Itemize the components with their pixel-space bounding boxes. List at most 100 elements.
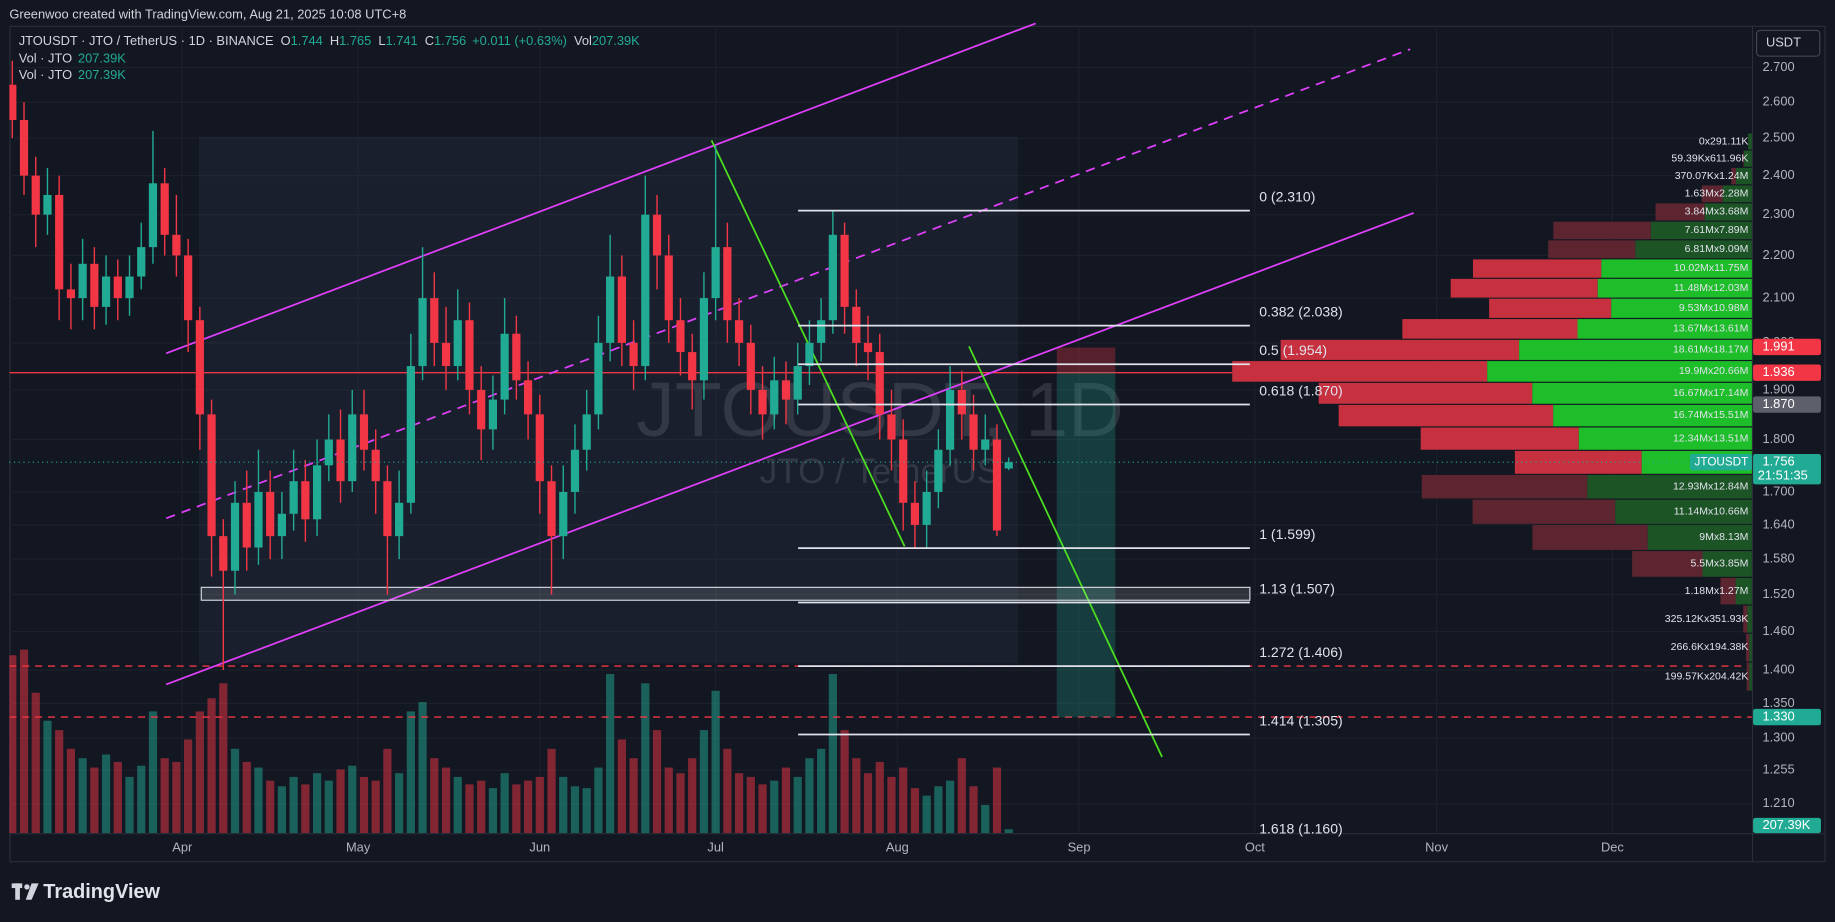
volume-bar: [207, 698, 216, 834]
candle-body: [887, 414, 896, 440]
profile-label: 7.61Mx7.89M: [1685, 224, 1749, 236]
volume-bar: [500, 773, 509, 834]
volume-bar: [90, 767, 99, 834]
candle-body: [43, 194, 52, 215]
volume-bar: [465, 784, 474, 834]
volume-bar: [863, 773, 873, 834]
candle-body: [277, 513, 287, 537]
indicator-name: Vol · JTO: [19, 67, 72, 82]
profile-label: 266.6Kx194.38K: [1671, 641, 1749, 653]
fib-levels: 0 (2.310) 0.382 (2.038) 0.5 (1.954) 0.618 (…: [798, 189, 1343, 836]
ohlc-key: O: [281, 34, 291, 49]
volume-key: Vol: [574, 34, 592, 49]
profile-sell: [1553, 221, 1651, 240]
candle-body: [101, 276, 111, 307]
candle-body: [160, 183, 169, 235]
candle-body: [488, 399, 498, 430]
candle-body: [512, 333, 521, 381]
volume-bar: [840, 730, 849, 834]
volume-bar: [113, 761, 122, 834]
candle-body: [289, 481, 298, 514]
indicator-value: 207.39K: [78, 67, 126, 82]
y-tick-label: 2.100: [1762, 290, 1794, 305]
y-tick-label: 1.580: [1762, 550, 1794, 565]
volume-bar: [535, 776, 544, 834]
profile-sell: [1532, 525, 1648, 550]
profile-sell: [1746, 633, 1750, 662]
candle-body: [770, 380, 779, 415]
volume-bar: [453, 776, 462, 834]
candle-body: [266, 491, 275, 537]
candle-body: [31, 175, 40, 215]
profile-sell: [1232, 361, 1488, 382]
profile-sell: [1420, 427, 1579, 450]
currency[interactable]: USDT: [1766, 35, 1801, 50]
candle-body: [758, 389, 767, 415]
candle-body: [699, 298, 709, 381]
y-tick-label: 1.350: [1762, 695, 1794, 710]
candle-body: [817, 320, 826, 343]
volume-bar: [805, 758, 814, 834]
drawings: [165, 22, 1415, 758]
candle-body: [617, 276, 626, 343]
symbol-badge-label: JTOUSDT: [1695, 455, 1749, 468]
candle-body: [899, 439, 908, 503]
volume-bar: [395, 773, 404, 834]
profile-sell: [1402, 319, 1578, 339]
volume-bar: [219, 683, 228, 834]
volume-bar: [359, 776, 369, 834]
volume-bar: [137, 765, 146, 834]
profile-sell: [1746, 662, 1750, 691]
support-zone: [200, 586, 1251, 601]
profile-sell: [1489, 298, 1612, 318]
volume-bar: [160, 758, 169, 834]
channel-lower: [165, 212, 1415, 686]
candle-body: [125, 276, 134, 299]
price-badge-label: 1.870: [1762, 396, 1794, 411]
volume-bar: [817, 748, 826, 834]
volume-bar: [676, 773, 685, 834]
ohlc-key: L: [378, 34, 385, 49]
volume-bar: [957, 758, 966, 834]
candle-body: [875, 352, 884, 415]
volume-badge-label: 207.39K: [1762, 817, 1810, 832]
price-badge: [1753, 708, 1821, 726]
volume-bar: [418, 702, 427, 834]
ohlc-value: 1.744: [291, 34, 323, 49]
volume-badge: [1753, 817, 1821, 834]
chart-frame: [9, 25, 1826, 863]
volume-bar: [101, 754, 111, 834]
volume-bar: [55, 730, 64, 834]
volume-bar: [19, 649, 29, 834]
candle-body: [9, 84, 17, 121]
volume-bar: [652, 730, 662, 834]
y-tick-label: 2.300: [1762, 206, 1794, 221]
candle-body: [734, 320, 744, 343]
profile-label: 6.81Mx9.09M: [1685, 243, 1749, 255]
symbol-badge: [1689, 454, 1752, 471]
candle-body: [688, 352, 697, 381]
candle-body: [312, 465, 322, 520]
profile-buy: [1704, 203, 1752, 221]
logo: TradingView: [11, 881, 161, 903]
candle-body: [148, 183, 158, 248]
price-badge: [1753, 396, 1821, 413]
profile-label: 18.61Mx18.17M: [1673, 344, 1748, 356]
profile-buy: [1487, 361, 1752, 382]
volume-bar: [148, 711, 158, 834]
logo-mark: [25, 883, 39, 900]
currency-box[interactable]: [1756, 29, 1821, 57]
volume-bar: [781, 767, 791, 834]
price-badge-label: 1.330: [1762, 708, 1794, 723]
candle-body: [945, 389, 955, 450]
volume-bar: [371, 780, 380, 834]
profile-label: 11.48Mx12.03M: [1674, 282, 1749, 294]
x-tick-label: Dec: [1601, 840, 1624, 855]
candle-body: [324, 439, 333, 466]
volume-bar: [523, 780, 533, 834]
candle-body: [523, 380, 533, 415]
profile-sell: [1548, 240, 1636, 259]
profile-label: 13.67Mx13.61M: [1673, 323, 1748, 335]
price-badge: [1753, 364, 1821, 381]
profile-sell: [1472, 259, 1602, 278]
